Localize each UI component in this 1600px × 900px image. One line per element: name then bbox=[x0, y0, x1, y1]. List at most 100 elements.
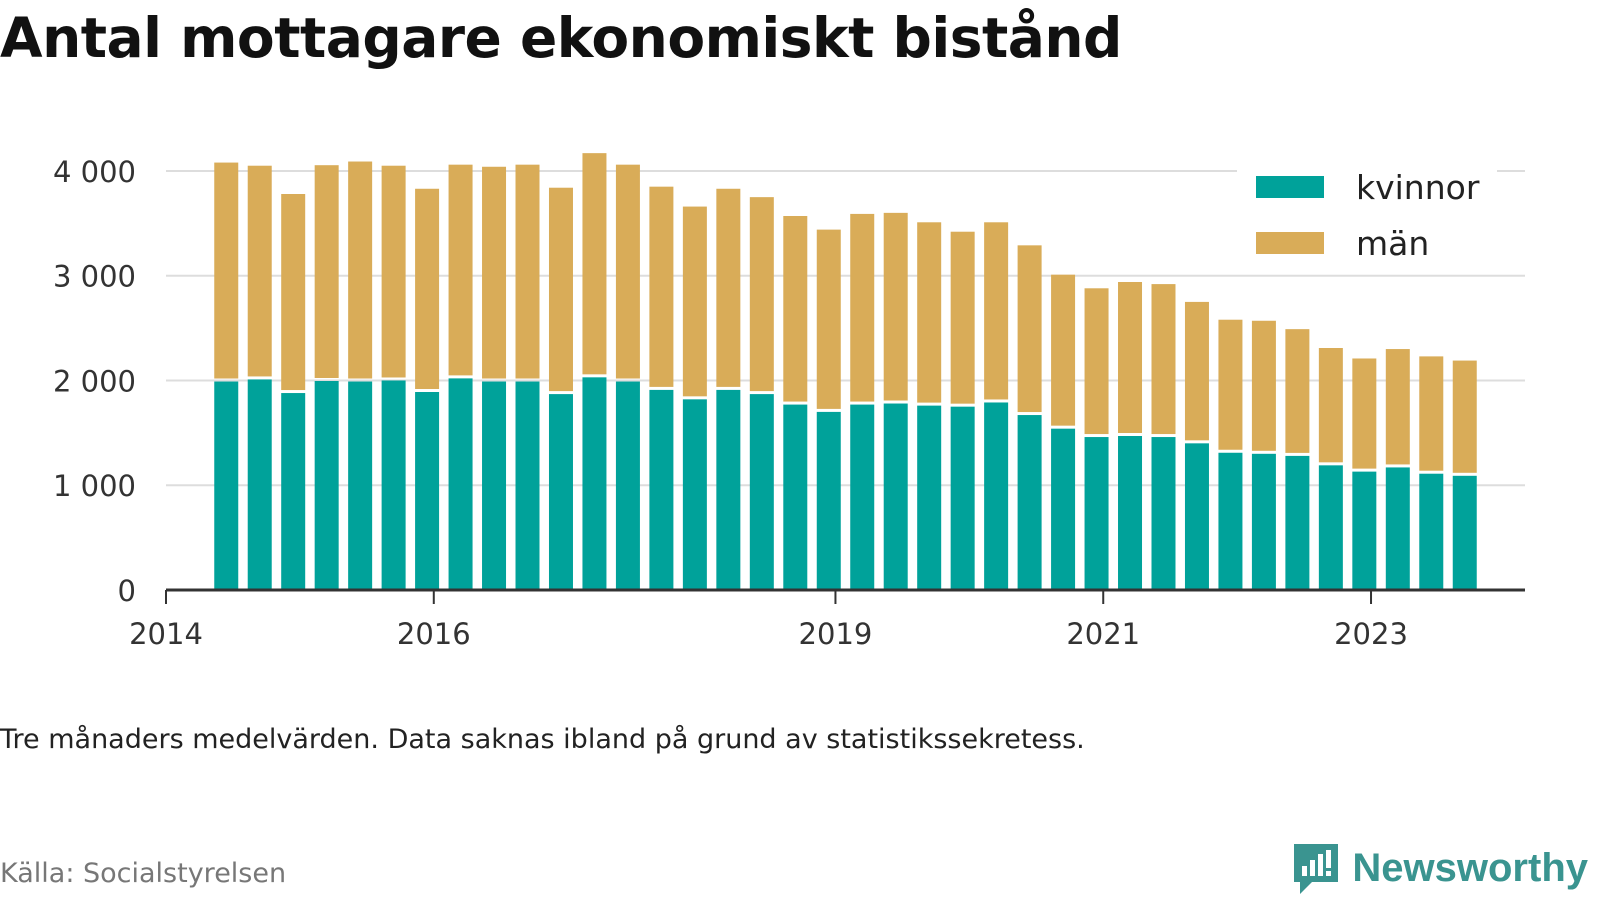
bar-segment-man bbox=[314, 165, 339, 378]
bar-segment-kvinnor bbox=[582, 377, 607, 590]
bar-segment-kvinnor bbox=[348, 381, 373, 590]
y-tick-label: 1 000 bbox=[53, 469, 136, 503]
x-tick-label: 2023 bbox=[1334, 617, 1408, 651]
x-tick-label: 2016 bbox=[397, 617, 471, 651]
bar-segment-kvinnor bbox=[1419, 473, 1444, 590]
bar-segment-kvinnor bbox=[783, 404, 808, 590]
bar-segment-kvinnor bbox=[1084, 437, 1109, 590]
bar-segment-kvinnor bbox=[1452, 475, 1477, 590]
y-tick-label: 2 000 bbox=[53, 364, 136, 398]
bar-segment-man bbox=[214, 162, 239, 379]
bar-segment-kvinnor bbox=[548, 394, 573, 590]
bar-segment-kvinnor bbox=[984, 402, 1009, 590]
bar-segment-man bbox=[582, 153, 607, 375]
bar-segment-kvinnor bbox=[314, 381, 339, 590]
bar-segment-kvinnor bbox=[482, 381, 507, 590]
chart-note: Tre månaders medelvärden. Data saknas ib… bbox=[0, 724, 1085, 755]
chart-title: Antal mottagare ekonomiskt bistånd bbox=[0, 6, 1122, 70]
bar-segment-kvinnor bbox=[716, 389, 741, 590]
bar-segment-man bbox=[448, 164, 473, 376]
bar-segment-man bbox=[1051, 274, 1076, 426]
bar-segment-man bbox=[482, 166, 507, 379]
x-tick-label: 2019 bbox=[799, 617, 873, 651]
bar-segment-kvinnor bbox=[950, 406, 975, 590]
bar-segment-man bbox=[415, 188, 440, 389]
bar-segment-man bbox=[1385, 349, 1410, 465]
bar-segment-kvinnor bbox=[381, 380, 406, 590]
bar-segment-man bbox=[917, 222, 942, 403]
bar-segment-kvinnor bbox=[615, 381, 640, 590]
legend-label-man: män bbox=[1356, 224, 1429, 263]
bar-segment-man bbox=[1419, 356, 1444, 471]
bar-segment-man bbox=[682, 206, 707, 397]
bar-segment-kvinnor bbox=[917, 405, 942, 590]
bar-segment-man bbox=[247, 165, 272, 377]
bar-segment-man bbox=[1285, 329, 1310, 453]
bar-segment-man bbox=[816, 229, 841, 409]
bar-segment-man bbox=[1352, 358, 1377, 469]
bar-segment-kvinnor bbox=[1251, 453, 1276, 590]
y-tick-label: 3 000 bbox=[53, 260, 136, 294]
bar-segment-man bbox=[1251, 320, 1276, 451]
bar-segment-man bbox=[1084, 288, 1109, 435]
bar-segment-man bbox=[1017, 245, 1042, 413]
bar-segment-man bbox=[984, 222, 1009, 400]
bar-segment-kvinnor bbox=[281, 393, 306, 590]
bar-segment-man bbox=[348, 161, 373, 379]
bar-segment-kvinnor bbox=[1184, 443, 1209, 590]
bar-segment-kvinnor bbox=[1352, 471, 1377, 590]
bar-segment-kvinnor bbox=[649, 389, 674, 590]
y-tick-label: 4 000 bbox=[53, 155, 136, 189]
legend-swatch-kvinnor bbox=[1256, 176, 1324, 198]
source-label: Källa: Socialstyrelsen bbox=[0, 858, 287, 889]
bar-segment-man bbox=[281, 194, 306, 391]
bar-segment-kvinnor bbox=[1218, 452, 1243, 590]
brand-name: Newsworthy bbox=[1352, 845, 1588, 890]
bar-segment-kvinnor bbox=[214, 381, 239, 590]
bars bbox=[214, 153, 1477, 590]
newsworthy-logo-icon bbox=[1294, 844, 1339, 894]
bar-segment-man bbox=[1151, 284, 1176, 435]
legend-swatch-man bbox=[1256, 232, 1324, 254]
bar-segment-kvinnor bbox=[1051, 428, 1076, 590]
bar-segment-man bbox=[716, 188, 741, 387]
bar-segment-kvinnor bbox=[515, 381, 540, 590]
bar-segment-man bbox=[1118, 282, 1143, 433]
bar-segment-man bbox=[749, 197, 774, 392]
bar-segment-kvinnor bbox=[1285, 455, 1310, 590]
bar-segment-man bbox=[548, 187, 573, 392]
bar-segment-man bbox=[783, 216, 808, 402]
bar-segment-man bbox=[381, 165, 406, 378]
y-tick-label: 0 bbox=[118, 574, 136, 608]
bar-segment-kvinnor bbox=[749, 394, 774, 590]
bar-segment-kvinnor bbox=[448, 378, 473, 590]
axes: 0 1 000 2 000 3 000 4 000 2014 2016 2019 2021 202… bbox=[53, 155, 1525, 651]
bar-segment-kvinnor bbox=[816, 411, 841, 590]
x-tick-label: 2014 bbox=[129, 617, 203, 651]
bar-segment-kvinnor bbox=[1318, 465, 1343, 590]
bar-segment-kvinnor bbox=[1151, 437, 1176, 590]
bar-segment-kvinnor bbox=[1017, 415, 1042, 590]
legend-label-kvinnor: kvinnor bbox=[1356, 168, 1480, 207]
bar-segment-kvinnor bbox=[247, 379, 272, 590]
bar-segment-man bbox=[649, 186, 674, 387]
bar-segment-man bbox=[1452, 360, 1477, 473]
newsworthy-brand[interactable]: Newsworthy bbox=[1290, 840, 1588, 896]
bar-segment-kvinnor bbox=[850, 404, 875, 590]
bar-segment-kvinnor bbox=[883, 403, 908, 590]
bar-segment-man bbox=[850, 213, 875, 402]
bar-segment-man bbox=[1318, 348, 1343, 463]
bar-segment-man bbox=[1184, 301, 1209, 441]
bar-segment-man bbox=[615, 164, 640, 379]
bar-segment-man bbox=[883, 212, 908, 401]
bar-segment-man bbox=[515, 164, 540, 379]
bar-segment-kvinnor bbox=[682, 399, 707, 590]
x-tick-label: 2021 bbox=[1066, 617, 1140, 651]
bar-segment-kvinnor bbox=[1385, 467, 1410, 590]
legend: kvinnor män bbox=[1237, 160, 1497, 263]
bar-segment-kvinnor bbox=[415, 392, 440, 590]
bar-segment-man bbox=[950, 231, 975, 404]
bar-segment-man bbox=[1218, 319, 1243, 450]
bar-segment-kvinnor bbox=[1118, 436, 1143, 590]
